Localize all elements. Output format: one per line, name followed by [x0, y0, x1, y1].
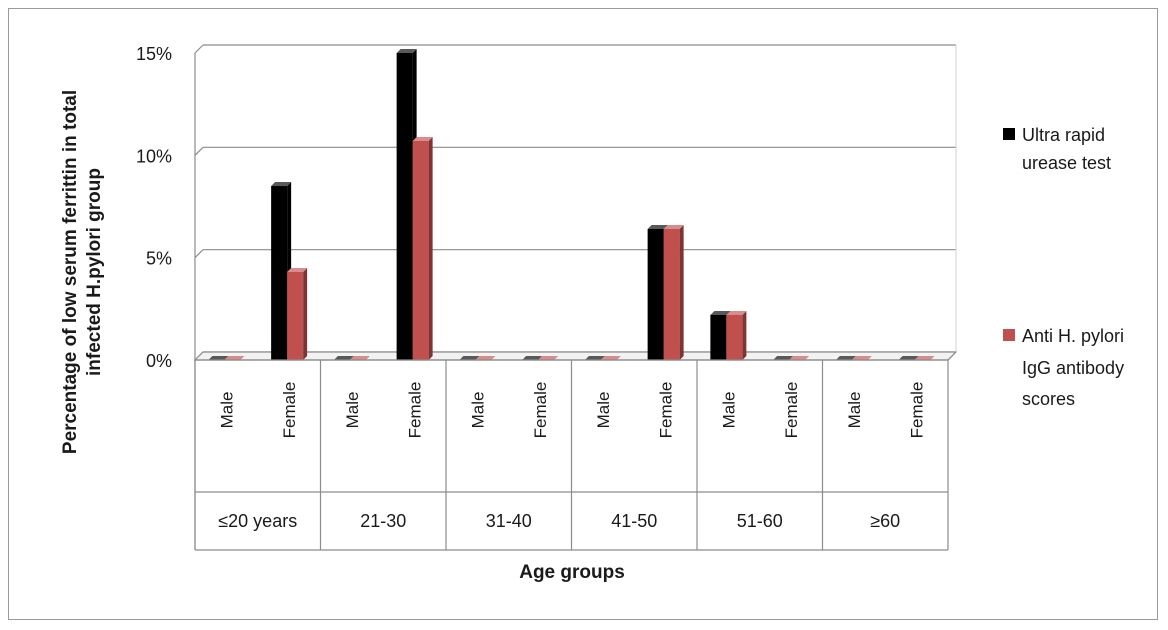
legend-label-series-1-line-1: Ultra rapid — [1022, 125, 1105, 145]
x-group-label: 21-30 — [360, 511, 406, 531]
x-category-label: Female — [782, 382, 801, 439]
bar-front — [726, 314, 743, 360]
x-category-label: Male — [468, 392, 487, 429]
x-group-label: 41-50 — [611, 511, 657, 531]
bar-front — [396, 53, 413, 360]
x-category-label: Female — [531, 382, 550, 439]
bar-side — [303, 267, 308, 360]
x-category-label: Male — [343, 392, 362, 429]
bar-top — [726, 310, 747, 315]
bar-top — [835, 356, 856, 360]
legend-label-series-2-line-3: scores — [1022, 389, 1075, 409]
bar-top — [396, 49, 417, 53]
y-tick-label: 5% — [146, 249, 172, 269]
bar-front — [412, 141, 429, 360]
bar-front — [271, 186, 288, 360]
bar-top — [789, 356, 810, 360]
axes — [194, 45, 957, 551]
bar-top — [349, 356, 370, 360]
bar-top — [208, 356, 229, 360]
bar-series-2 — [663, 225, 684, 360]
bar-top — [271, 182, 292, 187]
bar-top — [663, 225, 684, 230]
bar-series-2 — [287, 267, 308, 360]
x-group-label: 51-60 — [737, 511, 783, 531]
bars — [208, 49, 935, 361]
y-axis-title-line-1: Percentage of low serum ferrittin in tot… — [60, 90, 81, 454]
x-category-label: Male — [217, 392, 236, 429]
legend-swatch-series-2 — [1003, 329, 1015, 341]
bar-front — [647, 229, 664, 360]
legend-label-series-2-line-1: Anti H. pylori — [1022, 326, 1124, 346]
bar-top — [538, 356, 559, 360]
gridlines — [194, 44, 956, 361]
x-group-label: 31-40 — [486, 511, 532, 531]
bar-top — [600, 356, 621, 360]
legend: Ultra rapid urease test Anti H. pylori I… — [1003, 125, 1124, 409]
bar-series-2 — [412, 137, 433, 360]
x-category-label: Female — [406, 382, 425, 439]
y-tick-label: 10% — [136, 146, 172, 166]
bar-side — [742, 310, 747, 360]
bar-top — [224, 356, 245, 360]
x-axis-title: Age groups — [519, 562, 625, 583]
bar-top — [412, 137, 433, 142]
bar-top — [333, 356, 354, 360]
bar-top — [647, 225, 668, 230]
bar-top — [914, 356, 935, 360]
y-tick-label: 15% — [136, 44, 172, 64]
x-group-label: ≤20 years — [218, 511, 297, 531]
x-category-label: Female — [280, 382, 299, 439]
legend-swatch-series-1 — [1003, 128, 1015, 140]
bar-side — [428, 137, 433, 360]
x-category-label: Female — [908, 382, 927, 439]
x-axis-depth — [947, 351, 957, 361]
bar-top — [475, 356, 496, 360]
gridline-depth — [194, 146, 204, 156]
x-category-label: Female — [657, 382, 676, 439]
bar-top — [710, 310, 731, 315]
legend-entry-series-2: Anti H. pylori IgG antibody scores — [1003, 326, 1124, 409]
bar-top — [287, 267, 308, 272]
x-category-label: Male — [845, 392, 864, 429]
x-category-label: Male — [719, 392, 738, 429]
y-tick-labels: 0% 5% 10% 15% — [136, 44, 172, 371]
bar-side — [679, 225, 684, 360]
y-axis-title-line-2: infected H.pylori group — [84, 168, 105, 376]
bar-series-2 — [726, 310, 747, 360]
chart-frame — [8, 8, 1158, 620]
legend-label-series-2-line-2: IgG antibody — [1022, 358, 1124, 378]
x-category-label: Male — [594, 392, 613, 429]
bar-top — [584, 356, 605, 360]
gridline-depth — [194, 249, 204, 259]
bar-top — [851, 356, 872, 360]
x-category-labels: ≤20 years 21-30 31-40 41-50 51-60 ≥60 Male Fema… — [217, 382, 926, 531]
legend-label-series-1-line-2: urease test — [1022, 153, 1111, 173]
bar-front — [710, 314, 727, 360]
bar-top — [773, 356, 794, 360]
bar-front — [287, 271, 304, 360]
x-group-label: ≥60 — [870, 511, 900, 531]
legend-entry-series-1: Ultra rapid urease test — [1003, 125, 1111, 173]
bar-top — [522, 356, 543, 360]
y-tick-label: 0% — [146, 351, 172, 371]
bar-front — [663, 229, 680, 360]
bar-top — [459, 356, 480, 360]
gridline-depth — [194, 44, 204, 54]
bar-top — [898, 356, 919, 360]
